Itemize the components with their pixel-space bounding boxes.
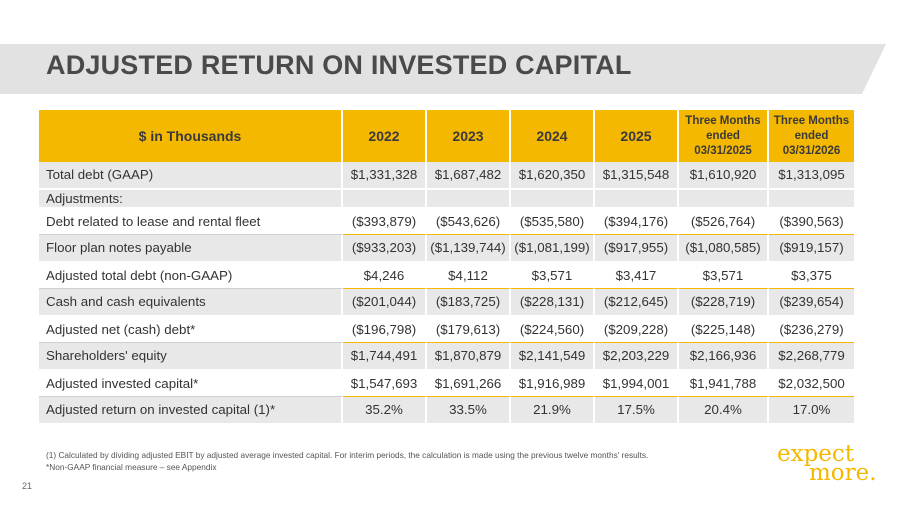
page-title: ADJUSTED RETURN ON INVESTED CAPITAL [46,50,632,80]
table-cell: ($212,645) [595,289,679,317]
table-cell: ($225,148) [679,316,769,343]
table-cell: $1,870,879 [427,343,511,371]
table-cell: ($228,719) [679,289,769,317]
table-cell: ($239,654) [769,289,854,317]
table-cell [427,189,511,209]
table-cell: ($1,139,744) [427,235,511,263]
table-cell: ($535,580) [511,208,595,235]
table-cell: $1,916,989 [511,370,595,397]
table-cell: $1,331,328 [343,162,427,190]
row-label: Shareholders' equity [39,343,343,371]
table-cell: ($1,081,199) [511,235,595,263]
table-cell: $3,417 [595,262,679,289]
table-cell: ($390,563) [769,208,854,235]
row-label: Total debt (GAAP) [39,162,343,190]
table-cell: $1,994,001 [595,370,679,397]
roic-table: $ in Thousands 2022 2023 2024 2025 Three… [39,110,854,425]
table-cell: ($526,764) [679,208,769,235]
table-row: Debt related to lease and rental fleet ($… [39,208,854,235]
table-cell: ($1,080,585) [679,235,769,263]
table-cell: 33.5% [427,397,511,425]
row-label: Cash and cash equivalents [39,289,343,317]
row-label: Adjusted return on invested capital (1)* [39,397,343,425]
table-cell: $1,610,920 [679,162,769,190]
table-cell: $4,246 [343,262,427,289]
table-cell: $3,571 [679,262,769,289]
table-cell: $2,203,229 [595,343,679,371]
table-cell: ($917,955) [595,235,679,263]
header-three-months-2026: Three Months ended 03/31/2026 [769,110,854,162]
table-cell: 17.5% [595,397,679,425]
table-cell: $1,313,095 [769,162,854,190]
table-cell: $1,315,548 [595,162,679,190]
expect-more-logo: expect more. [773,441,883,488]
table-cell: ($919,157) [769,235,854,263]
table-cell: ($933,203) [343,235,427,263]
table-row: Cash and cash equivalents ($201,044) ($183… [39,289,854,317]
table-cell: ($201,044) [343,289,427,317]
table-cell: $2,141,549 [511,343,595,371]
logo-line-1: expect [777,441,855,467]
table-cell: $1,547,693 [343,370,427,397]
table-cell: $1,744,491 [343,343,427,371]
table-cell: $2,166,936 [679,343,769,371]
table-row: Floor plan notes payable ($933,203) ($1,13… [39,235,854,263]
header-2023: 2023 [427,110,511,162]
footnote-non-gaap: *Non-GAAP financial measure – see Append… [46,462,217,472]
logo-line-2: more. [809,460,877,486]
table-cell: 35.2% [343,397,427,425]
table-row: Adjusted total debt (non-GAAP) $4,246 $4,1… [39,262,854,289]
table-cell: ($393,879) [343,208,427,235]
row-label: Adjusted total debt (non-GAAP) [39,262,343,289]
table-cell: 20.4% [679,397,769,425]
table-row: Shareholders' equity $1,744,491 $1,870,879… [39,343,854,371]
row-label: Debt related to lease and rental fleet [39,208,343,235]
header-2024: 2024 [511,110,595,162]
table-cell [769,189,854,209]
table-cell: ($228,131) [511,289,595,317]
header-2022: 2022 [343,110,427,162]
table-cell: 21.9% [511,397,595,425]
table-cell: ($224,560) [511,316,595,343]
table-row: Total debt (GAAP) $1,331,328 $1,687,482 $1,… [39,162,854,190]
table-row: Adjusted return on invested capital (1)*… [39,397,854,425]
table-cell: ($394,176) [595,208,679,235]
header-2025: 2025 [595,110,679,162]
row-label: Adjusted net (cash) debt* [39,316,343,343]
header-label: $ in Thousands [39,110,343,162]
table-row: Adjusted invested capital* $1,547,693 $1,6… [39,370,854,397]
footnotes: (1) Calculated by dividing adjusted EBIT… [46,449,648,473]
table-cell: ($543,626) [427,208,511,235]
row-label: Adjusted invested capital* [39,370,343,397]
table-cell [343,189,427,209]
table-cell: 17.0% [769,397,854,425]
row-label: Adjustments: [39,189,343,209]
table-cell [595,189,679,209]
table-header-row: $ in Thousands 2022 2023 2024 2025 Three… [39,110,854,162]
table-cell: ($209,228) [595,316,679,343]
table-cell: $1,691,266 [427,370,511,397]
table-cell: $1,941,788 [679,370,769,397]
header-three-months-2025: Three Months ended 03/31/2025 [679,110,769,162]
table-row: Adjusted net (cash) debt* ($196,798) ($179… [39,316,854,343]
table-cell: $1,620,350 [511,162,595,190]
table-cell [679,189,769,209]
table-cell [511,189,595,209]
table-cell: ($179,613) [427,316,511,343]
footnote-1: (1) Calculated by dividing adjusted EBIT… [46,450,649,460]
table-cell: $2,268,779 [769,343,854,371]
page-number: 21 [22,481,33,491]
table-cell: $3,571 [511,262,595,289]
table-cell: ($236,279) [769,316,854,343]
table-cell: ($196,798) [343,316,427,343]
table-cell: $4,112 [427,262,511,289]
table-cell: $1,687,482 [427,162,511,190]
title-banner [0,44,900,94]
table-row: Adjustments: [39,189,854,209]
table-cell: $3,375 [769,262,854,289]
table-cell: $2,032,500 [769,370,854,397]
table-cell: ($183,725) [427,289,511,317]
row-label: Floor plan notes payable [39,235,343,263]
